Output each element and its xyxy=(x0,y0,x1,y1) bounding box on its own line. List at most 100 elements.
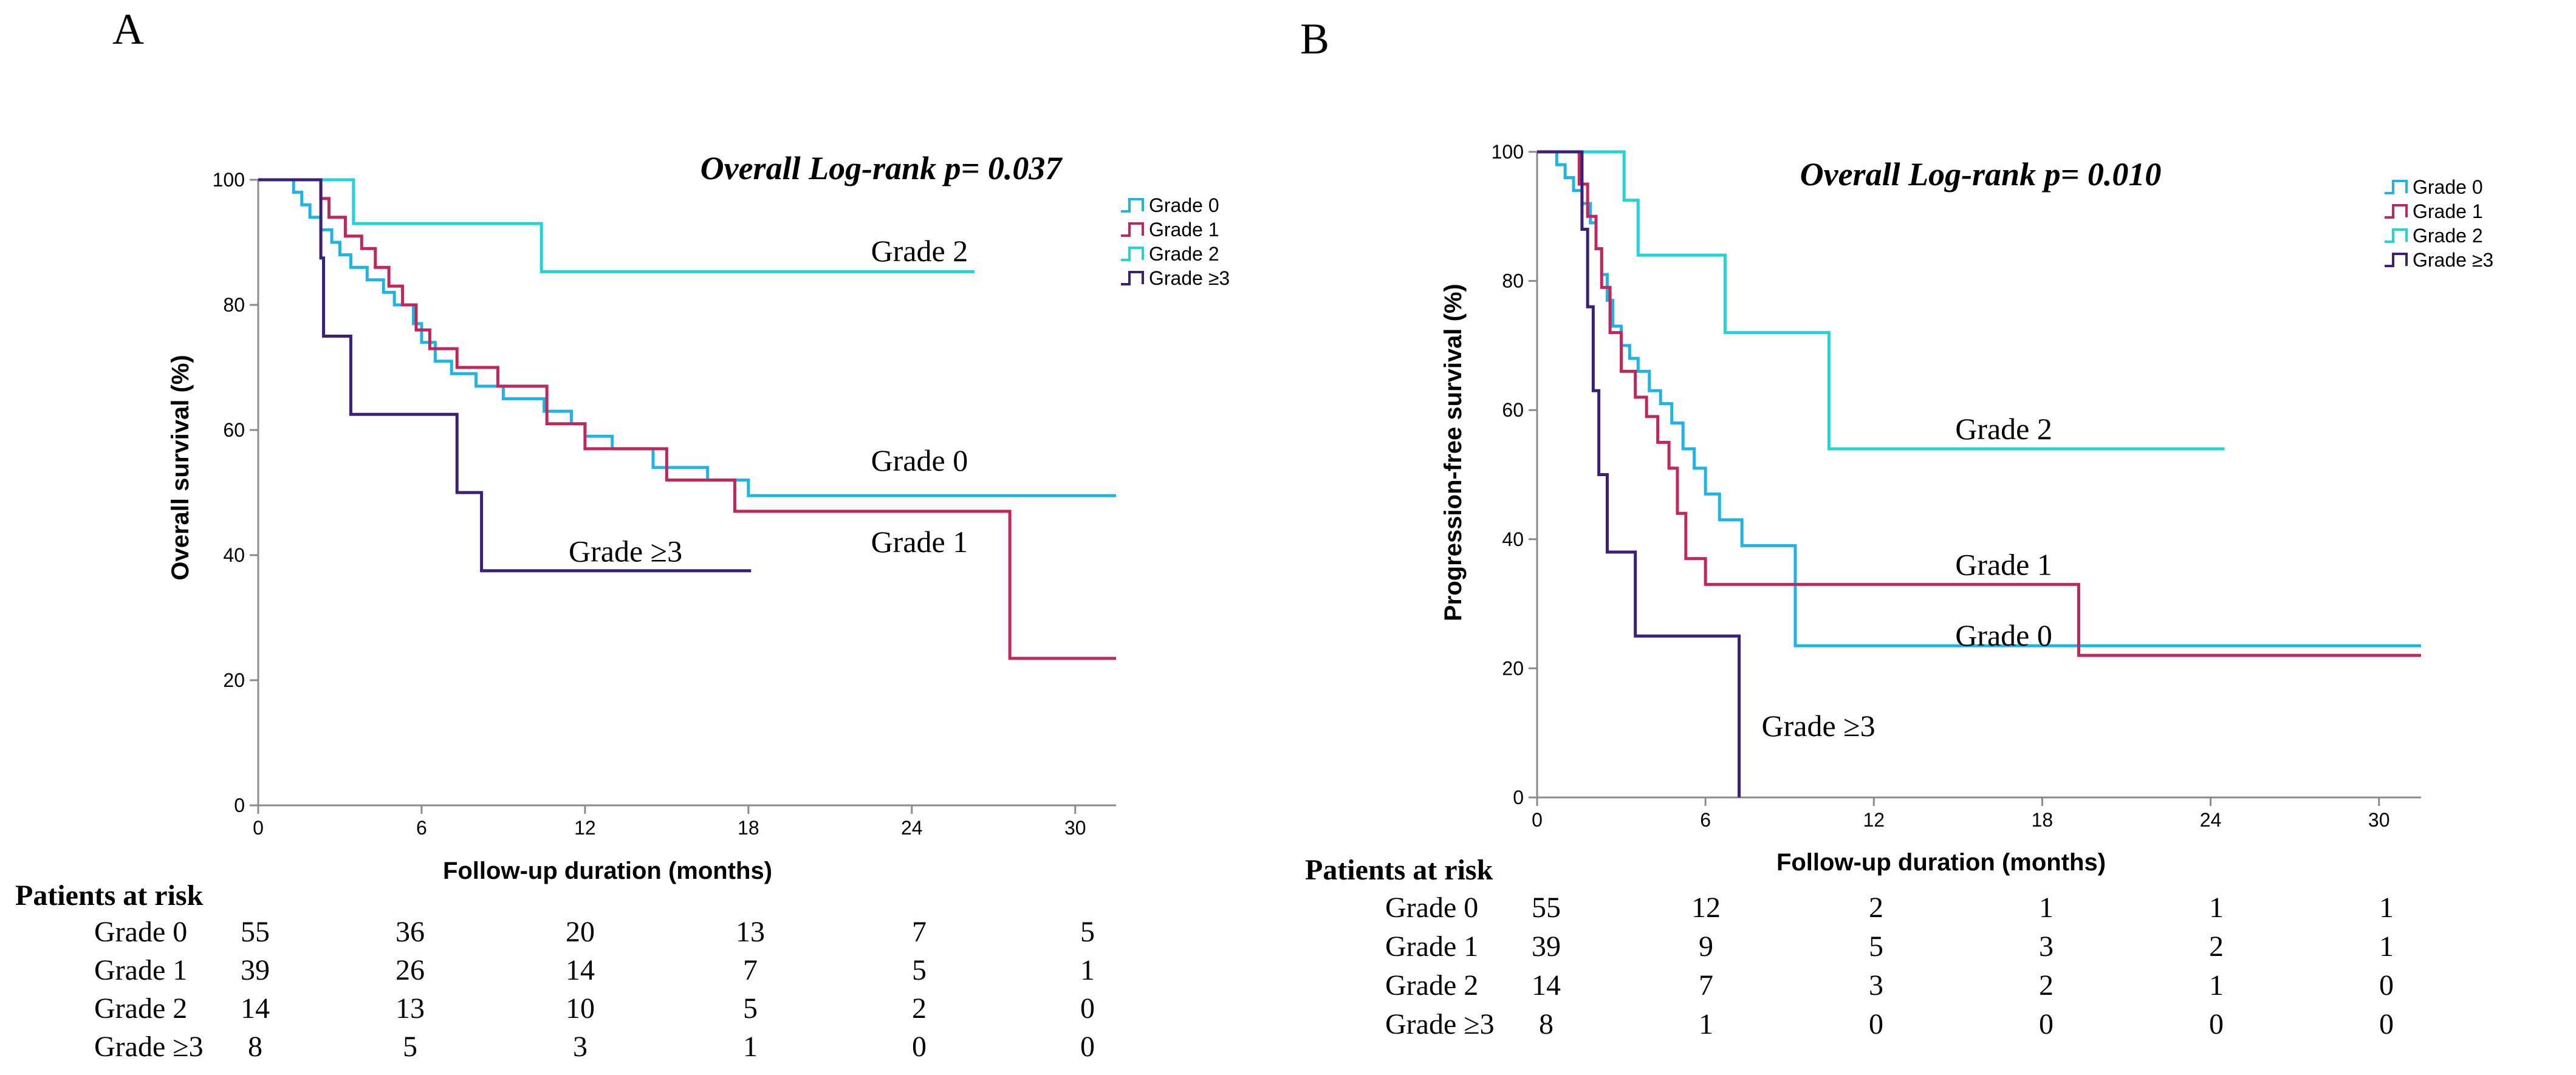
panel-b-curve-labels: Grade 0 Grade 1 Grade 2 Grade ≥3 xyxy=(1762,412,2052,743)
panel-a-legend-label-grade-ge3: Grade ≥3 xyxy=(1149,267,1230,289)
panel-b-curve-grade-1 xyxy=(1537,150,2421,657)
risk-table-b-cell: 9 xyxy=(1699,930,1713,963)
panel-a-y-tick-label: 80 xyxy=(223,294,245,316)
panel-b-curve-label-grade-2: Grade 2 xyxy=(1955,412,2052,446)
risk-table-b-cell: 8 xyxy=(1539,1008,1553,1040)
panel-b-curve-label-grade-0: Grade 0 xyxy=(1955,618,2052,652)
risk-table-b-cell: 7 xyxy=(1699,969,1713,1002)
risk-table-a-cell: 3 xyxy=(573,1031,587,1063)
panel-b-curve-grade-2 xyxy=(1537,150,2225,451)
risk-table-b-cell: 2 xyxy=(2209,930,2224,963)
panel-a-label: A xyxy=(112,5,144,53)
panel-a-axes: 0 6 12 18 24 30 0 20 40 60 80 100 xyxy=(213,169,1116,839)
panel-b-curve-label-grade-1: Grade 1 xyxy=(1955,547,2052,581)
panel-a-y-tick-label: 20 xyxy=(223,669,245,691)
panel-a-log-rank-title: Overall Log-rank p= 0.037 xyxy=(701,150,1063,186)
panel-b: B Overall Log-rank p= 0.010 Follow-up du… xyxy=(1300,15,2493,876)
panel-a-legend-label-grade-0: Grade 0 xyxy=(1149,194,1219,216)
panel-b-legend-label-grade-1: Grade 1 xyxy=(2413,200,2483,222)
risk-table-b-cell: 0 xyxy=(2039,1008,2054,1040)
risk-table-b-cell: 2 xyxy=(2039,969,2054,1002)
panel-b-y-tick-label: 20 xyxy=(1502,657,1524,679)
risk-table-b-row-label: Grade 1 xyxy=(1385,930,1478,963)
panel-b-y-tick-label: 100 xyxy=(1492,141,1524,163)
risk-table-b-cell: 3 xyxy=(2039,930,2054,963)
panel-b-x-tick-label: 24 xyxy=(2200,809,2222,831)
panel-a-x-tick-label: 12 xyxy=(574,817,596,839)
risk-table-a: Patients at risk Grade 0 55 36 20 13 7 5Grade … xyxy=(15,879,1095,1063)
panel-a-curves xyxy=(258,178,1116,660)
risk-table-b-cell: 39 xyxy=(1532,930,1561,963)
risk-table-b-cell: 55 xyxy=(1532,892,1561,924)
panel-b-curve-grade-ge3 xyxy=(1537,150,1741,797)
risk-table-a-cell: 5 xyxy=(912,954,927,986)
panel-a-curve-labels: Grade 0 Grade 1 Grade 2 Grade ≥3 xyxy=(569,234,968,568)
risk-table-b-cell: 0 xyxy=(2379,969,2394,1002)
panel-a-curve-label-grade-2: Grade 2 xyxy=(871,234,968,268)
risk-table-b-cell: 2 xyxy=(1869,892,1883,924)
panel-a-curve-label-grade-1: Grade 1 xyxy=(871,525,968,559)
panel-b-x-tick-label: 30 xyxy=(2368,809,2390,831)
panel-b-x-tick-label: 12 xyxy=(1863,809,1885,831)
panel-b-x-tick-label: 6 xyxy=(1700,809,1711,831)
panel-a-legend-label-grade-1: Grade 1 xyxy=(1149,219,1219,241)
risk-table-a-row-label: Grade 0 xyxy=(94,916,187,948)
panel-a-y-tick-label: 0 xyxy=(234,794,245,816)
panel-b-curves xyxy=(1537,150,2421,797)
risk-table-a-cell: 0 xyxy=(1080,1031,1095,1063)
risk-table-a-heading: Patients at risk xyxy=(15,879,204,912)
panel-b-legend-swatch-grade-ge3 xyxy=(2385,253,2408,267)
risk-table-a-cell: 0 xyxy=(912,1031,927,1063)
risk-table-a-cell: 7 xyxy=(912,916,927,948)
panel-a-x-tick-label: 18 xyxy=(738,817,759,839)
risk-table-a-cell: 10 xyxy=(566,992,595,1025)
panel-b-legend-swatch-grade-2 xyxy=(2385,228,2408,243)
panel-b-legend-label-grade-2: Grade 2 xyxy=(2413,225,2483,247)
risk-table-b-cell: 0 xyxy=(2379,1008,2394,1040)
risk-table-b-cell: 1 xyxy=(2379,892,2394,924)
panel-a-legend-swatch-grade-0 xyxy=(1121,198,1144,213)
panel-a-x-tick-label: 24 xyxy=(901,817,923,839)
panel-a-y-tick-label: 100 xyxy=(213,169,245,191)
panel-a: A Overall Log-rank p= 0.037 Follow-up du… xyxy=(112,5,1230,884)
panel-b-log-rank-title: Overall Log-rank p= 0.010 xyxy=(1800,156,2162,193)
panel-b-curve-label-grade-ge3: Grade ≥3 xyxy=(1762,709,1875,743)
panel-a-legend-swatch-grade-2 xyxy=(1121,247,1144,261)
risk-table-a-cell: 20 xyxy=(566,916,595,948)
panel-a-x-tick-label: 0 xyxy=(253,817,264,839)
panel-b-x-tick-label: 0 xyxy=(1532,809,1543,831)
risk-table-b-cell: 1 xyxy=(2209,969,2224,1002)
risk-table-b-cell: 1 xyxy=(1699,1008,1713,1040)
panel-a-curve-label-grade-0: Grade 0 xyxy=(871,443,968,477)
panel-b-x-axis-label: Follow-up duration (months) xyxy=(1776,849,2106,876)
panel-b-legend-swatch-grade-0 xyxy=(2385,180,2408,194)
panel-b-y-tick-label: 80 xyxy=(1502,270,1524,292)
risk-table-a-cell: 26 xyxy=(396,954,425,986)
risk-table-a-cell: 13 xyxy=(736,916,765,948)
risk-table-a-cell: 5 xyxy=(403,1031,417,1063)
risk-table-b-heading: Patients at risk xyxy=(1305,854,1493,886)
risk-table-b-cell: 1 xyxy=(2209,892,2224,924)
risk-table-b-cell: 14 xyxy=(1532,969,1561,1002)
panel-a-x-tick-label: 30 xyxy=(1064,817,1086,839)
panel-a-legend-label-grade-2: Grade 2 xyxy=(1149,243,1219,265)
risk-table-b-row-label: Grade ≥3 xyxy=(1385,1008,1495,1040)
panel-b-legend-label-grade-ge3: Grade ≥3 xyxy=(2413,249,2493,271)
risk-table-b-cell: 1 xyxy=(2379,930,2394,963)
risk-table-b-cell: 0 xyxy=(2209,1008,2224,1040)
risk-table-b-cell: 12 xyxy=(1691,892,1721,924)
panel-a-curve-grade-1 xyxy=(258,178,1116,660)
panel-b-label: B xyxy=(1300,15,1329,63)
panel-a-legend-swatch-grade-ge3 xyxy=(1121,271,1144,285)
risk-table-a-cell: 7 xyxy=(743,954,758,986)
risk-table-a-cell: 13 xyxy=(396,992,425,1025)
panel-a-x-axis-label: Follow-up duration (months) xyxy=(443,858,772,884)
risk-table-a-cell: 1 xyxy=(743,1031,758,1063)
risk-table-b-row-label: Grade 2 xyxy=(1385,969,1478,1002)
panel-b-y-tick-label: 0 xyxy=(1513,787,1524,808)
panel-b-y-axis-label: Progression-free survival (%) xyxy=(1440,284,1467,621)
